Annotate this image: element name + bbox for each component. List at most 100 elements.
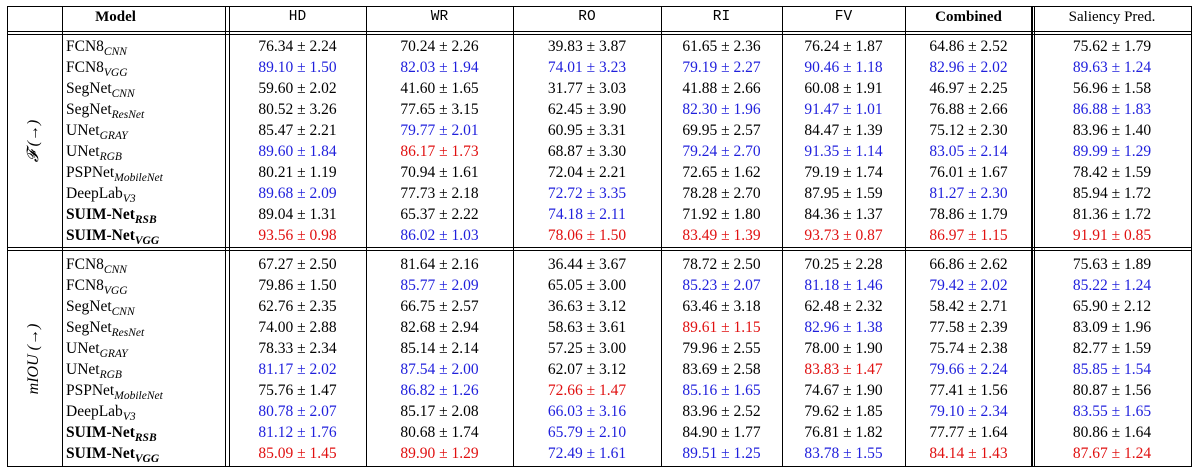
score-cell: 83.49 ± 1.39 [682, 227, 761, 244]
score-cell: 81.27 ± 2.30 [929, 185, 1008, 202]
score-cell: 80.68 ± 1.74 [400, 424, 479, 441]
model-label: UNet [66, 340, 100, 357]
score-cell: 77.73 ± 2.18 [400, 185, 479, 202]
group-label: mIOU (→) [25, 323, 42, 395]
model-name: FCN8CNN [66, 36, 233, 58]
score-cell: 75.76 ± 1.47 [258, 382, 337, 399]
score-cell: 79.42 ± 2.02 [929, 277, 1008, 294]
score-cell: 57.25 ± 3.00 [547, 340, 627, 357]
score-cell: 91.47 ± 1.01 [804, 101, 883, 118]
model-name: SegNetResNet [66, 99, 233, 121]
score-cell: 79.24 ± 2.70 [682, 143, 761, 160]
score-cell: 75.12 ± 2.30 [929, 122, 1008, 139]
model-name: DeepLabV3 [66, 401, 233, 423]
score-cell: 83.96 ± 1.40 [1072, 122, 1152, 139]
model-name: UNetGRAY [66, 120, 233, 142]
vline-model-1 [225, 6, 226, 467]
model-subscript: V3 [122, 193, 136, 205]
score-cell: 89.51 ± 1.25 [682, 445, 761, 462]
score-cell: 79.96 ± 2.55 [682, 340, 761, 357]
model-label: SUIM-Net [66, 445, 135, 462]
score-cell: 74.00 ± 2.88 [258, 319, 337, 336]
score-cell: 56.96 ± 1.58 [1072, 80, 1152, 97]
model-label: FCN8 [66, 59, 104, 76]
score-cell: 72.72 ± 3.35 [547, 185, 627, 202]
score-cell: 76.88 ± 2.66 [929, 101, 1008, 118]
score-cell: 91.91 ± 0.85 [1072, 227, 1152, 244]
score-cell: 91.35 ± 1.14 [804, 143, 883, 160]
header-col-saliency-pred: Saliency Pred. [1068, 9, 1156, 25]
score-cell: 79.19 ± 1.74 [804, 164, 883, 181]
score-cell: 78.72 ± 2.50 [682, 256, 761, 273]
model-subscript: RSB [134, 214, 157, 226]
header-model: Model [95, 9, 136, 25]
model-name: SUIM-NetRSB [66, 204, 233, 226]
score-cell: 89.10 ± 1.50 [258, 59, 337, 76]
score-cell: 85.94 ± 1.72 [1072, 185, 1152, 202]
score-cell: 83.78 ± 1.55 [804, 445, 883, 462]
score-cell: 81.17 ± 2.02 [258, 361, 337, 378]
header-col-wr: WR [430, 9, 449, 25]
model-name: FCN8VGG [66, 275, 233, 297]
score-cell: 63.46 ± 3.18 [682, 298, 761, 315]
score-cell: 78.06 ± 1.50 [547, 227, 627, 244]
score-cell: 79.19 ± 2.27 [682, 59, 761, 76]
vline-col [905, 6, 906, 467]
score-cell: 74.01 ± 3.23 [547, 59, 627, 76]
score-cell: 85.47 ± 2.21 [258, 122, 337, 139]
score-cell: 60.95 ± 3.31 [547, 122, 627, 139]
model-subscript: MobileNet [114, 390, 163, 402]
header-col-fv: FV [834, 9, 853, 25]
model-label: SUIM-Net [66, 227, 135, 244]
score-cell: 72.65 ± 1.62 [682, 164, 761, 181]
score-cell: 81.36 ± 1.72 [1072, 206, 1152, 223]
score-cell: 83.69 ± 2.58 [682, 361, 761, 378]
model-subscript: RSB [134, 432, 157, 444]
score-cell: 79.86 ± 1.50 [258, 277, 337, 294]
score-cell: 74.67 ± 1.90 [804, 382, 883, 399]
score-cell: 62.76 ± 2.35 [258, 298, 337, 315]
score-cell: 72.04 ± 2.21 [547, 164, 627, 181]
model-subscript: CNN [111, 306, 135, 318]
score-cell: 86.82 ± 1.26 [400, 382, 479, 399]
score-cell: 62.48 ± 2.32 [804, 298, 883, 315]
header-col-combined: Combined [935, 9, 1002, 25]
score-cell: 46.97 ± 2.25 [929, 80, 1008, 97]
score-cell: 67.27 ± 2.50 [258, 256, 337, 273]
score-cell: 86.17 ± 1.73 [400, 143, 479, 160]
score-cell: 75.62 ± 1.79 [1072, 38, 1152, 55]
header-rule-1 [7, 31, 1192, 32]
model-subscript: CNN [103, 264, 127, 276]
score-cell: 84.47 ± 1.39 [804, 122, 883, 139]
model-subscript: RGB [99, 369, 122, 381]
model-label: FCN8 [66, 277, 104, 294]
score-cell: 60.08 ± 1.91 [804, 80, 883, 97]
model-name: SegNetCNN [66, 78, 233, 100]
score-cell: 85.77 ± 2.09 [400, 277, 479, 294]
score-cell: 69.95 ± 2.57 [682, 122, 761, 139]
score-cell: 85.22 ± 1.24 [1072, 277, 1152, 294]
score-cell: 65.79 ± 2.10 [547, 424, 627, 441]
score-cell: 82.03 ± 1.94 [400, 59, 479, 76]
score-cell: 83.83 ± 1.47 [804, 361, 883, 378]
vline-group [62, 6, 63, 467]
score-cell: 89.61 ± 1.15 [682, 319, 761, 336]
model-label: PSPNet [66, 164, 115, 181]
score-cell: 76.01 ± 1.67 [929, 164, 1008, 181]
score-cell: 82.96 ± 1.38 [804, 319, 883, 336]
score-cell: 93.56 ± 0.98 [258, 227, 337, 244]
model-subscript: ResNet [111, 327, 145, 339]
score-cell: 77.58 ± 2.39 [929, 319, 1008, 336]
model-name: DeepLabV3 [66, 183, 233, 205]
group-label: 𝓕 (→) [25, 119, 42, 163]
model-name: FCN8VGG [66, 57, 233, 79]
score-cell: 81.18 ± 1.46 [804, 277, 883, 294]
vline-col [513, 6, 514, 467]
model-subscript: ResNet [111, 109, 145, 121]
score-cell: 85.85 ± 1.54 [1072, 361, 1152, 378]
vline-right [1191, 6, 1192, 467]
score-cell: 70.24 ± 2.26 [400, 38, 479, 55]
score-cell: 78.00 ± 1.90 [804, 340, 883, 357]
score-cell: 62.07 ± 3.12 [547, 361, 627, 378]
score-cell: 65.90 ± 2.12 [1072, 298, 1152, 315]
